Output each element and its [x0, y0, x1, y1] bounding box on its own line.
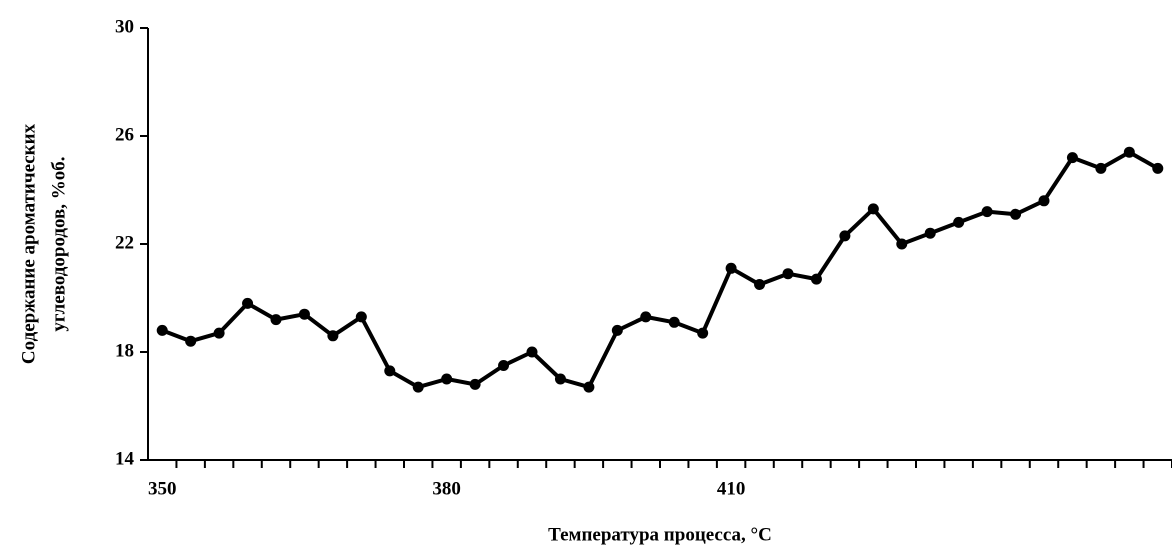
point [839, 230, 851, 242]
x-axis-title: Температура процесса, °С [548, 524, 772, 545]
point [526, 346, 538, 358]
point [697, 327, 709, 339]
y-tick-label: 30 [115, 16, 134, 37]
point [270, 314, 282, 326]
point [213, 327, 225, 339]
point [298, 308, 310, 320]
point [725, 262, 737, 274]
x-tick-label: 350 [148, 478, 177, 499]
point [640, 311, 652, 323]
point [242, 297, 254, 309]
point [810, 273, 822, 285]
point [156, 324, 168, 336]
point [1066, 152, 1078, 164]
point [953, 216, 965, 228]
point [1038, 195, 1050, 207]
point [498, 360, 510, 371]
point [583, 381, 595, 393]
point [981, 206, 993, 218]
point [384, 365, 396, 377]
point [441, 373, 453, 385]
point [924, 227, 936, 239]
point [412, 381, 424, 393]
point [896, 238, 908, 250]
point [754, 279, 766, 290]
point [1010, 208, 1022, 220]
x-tick-label: 380 [432, 478, 461, 499]
y-tick-label: 18 [115, 340, 134, 361]
point [469, 378, 481, 390]
point [327, 330, 339, 342]
point [554, 373, 566, 385]
series-line [161, 150, 1159, 390]
y-tick-label: 14 [115, 448, 135, 469]
point [1123, 146, 1135, 158]
point [668, 316, 680, 328]
point [1152, 162, 1164, 174]
point [355, 311, 367, 323]
point [1095, 162, 1107, 174]
y-axis-title: Содержание ароматических [18, 123, 39, 364]
y-tick-label: 26 [115, 124, 134, 145]
y-tick-label: 22 [115, 232, 134, 253]
point [782, 268, 794, 280]
x-tick-label: 410 [717, 478, 746, 499]
point [611, 324, 623, 336]
point [867, 203, 879, 215]
point [185, 335, 197, 347]
y-axis-title: углеводородов, %об. [48, 156, 69, 331]
